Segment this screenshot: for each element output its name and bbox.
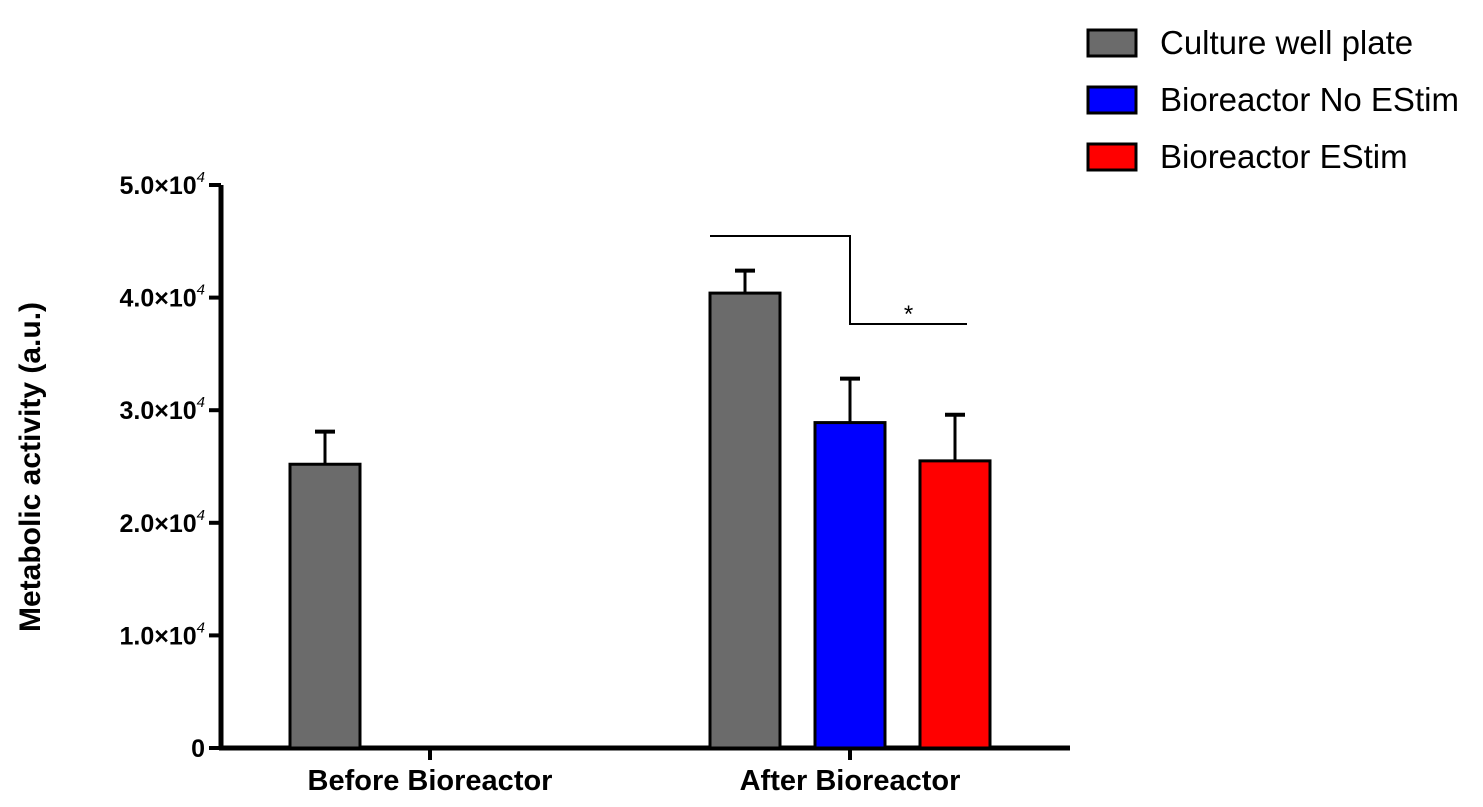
x-tick-label: After Bioreactor [740,765,961,797]
significance-bracket [710,235,967,325]
significance-annotations: * [710,235,967,328]
y-axis-title: Metabolic activity (a.u.) [14,302,47,632]
y-tick-label: 0 [191,735,205,763]
legend-swatch [1086,85,1138,115]
legend-label: Bioreactor EStim [1160,138,1408,175]
legend: Culture well plate Bioreactor No EStim Bio… [1086,24,1459,175]
y-tick-label: 3.0×104 [119,394,205,425]
y-axis: 0 1.0×104 2.0×104 3.0×104 4.0×104 5.0×104 [119,169,224,763]
legend-swatch [1086,142,1138,172]
legend-label: Bioreactor No EStim [1160,81,1459,118]
y-tick-label: 1.0×104 [119,619,205,650]
legend-label: Culture well plate [1160,24,1413,61]
significance-marker: * [904,301,913,328]
bar [813,421,887,750]
bar [918,459,992,750]
x-axis: Before Bioreactor After Bioreactor [219,745,1070,797]
bars [288,291,992,750]
bar [708,291,782,750]
bar [288,462,362,750]
x-tick-label: Before Bioreactor [308,765,553,797]
error-bars [315,268,965,465]
y-tick-label: 4.0×104 [119,282,205,313]
legend-swatch [1086,28,1138,58]
y-tick-label: 5.0×104 [119,169,205,200]
y-tick-label: 2.0×104 [119,507,205,538]
